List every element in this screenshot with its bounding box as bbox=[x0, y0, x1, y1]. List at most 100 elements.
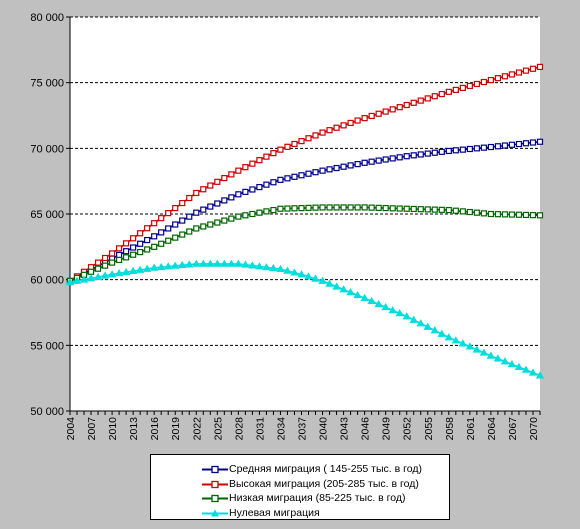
data-point bbox=[431, 93, 438, 100]
data-point bbox=[501, 142, 509, 149]
data-point bbox=[228, 194, 235, 201]
legend-swatch bbox=[202, 494, 228, 503]
data-point bbox=[142, 264, 152, 272]
data-point bbox=[522, 67, 530, 74]
series-1 bbox=[66, 63, 544, 285]
y-tick-label: 65 000 bbox=[30, 209, 64, 221]
data-point bbox=[165, 225, 172, 232]
data-point bbox=[116, 256, 123, 264]
data-point bbox=[368, 158, 375, 165]
x-tick-label: 2019 bbox=[170, 417, 182, 441]
data-point bbox=[94, 265, 102, 272]
data-point bbox=[249, 160, 256, 167]
data-point bbox=[248, 261, 257, 269]
legend-swatch-marker bbox=[211, 465, 219, 474]
data-point bbox=[107, 270, 117, 278]
data-point bbox=[333, 164, 340, 172]
data-point bbox=[277, 176, 284, 183]
series-2 bbox=[66, 204, 544, 285]
data-point bbox=[179, 217, 186, 224]
data-point bbox=[452, 147, 459, 154]
data-point bbox=[86, 274, 96, 282]
data-point bbox=[151, 233, 158, 240]
data-point bbox=[93, 272, 103, 280]
data-point bbox=[116, 245, 123, 252]
data-point bbox=[535, 371, 545, 379]
data-point bbox=[172, 221, 179, 228]
data-point bbox=[508, 211, 516, 218]
data-point bbox=[347, 119, 354, 127]
data-point bbox=[451, 336, 461, 344]
data-point bbox=[452, 207, 459, 214]
data-point bbox=[199, 259, 208, 267]
data-point bbox=[332, 282, 341, 290]
data-point bbox=[529, 139, 537, 146]
data-point bbox=[291, 140, 298, 148]
data-point bbox=[228, 171, 235, 178]
data-point bbox=[339, 285, 348, 293]
data-point bbox=[508, 141, 516, 148]
data-point bbox=[277, 205, 284, 212]
data-point bbox=[340, 122, 347, 129]
data-point bbox=[304, 272, 313, 280]
data-point bbox=[284, 143, 291, 150]
data-point bbox=[277, 146, 284, 153]
data-point bbox=[228, 215, 235, 222]
x-tick-label: 2043 bbox=[339, 417, 351, 441]
x-tick-label: 2037 bbox=[296, 417, 308, 441]
data-point bbox=[158, 215, 165, 222]
data-point bbox=[431, 149, 438, 156]
data-point bbox=[326, 166, 333, 173]
x-tick-label: 2070 bbox=[528, 417, 540, 441]
data-point bbox=[193, 189, 200, 197]
data-point bbox=[536, 212, 544, 219]
x-tick-label: 2028 bbox=[233, 417, 245, 441]
legend-item: Низкая миграция (85-225 тыс. в год) bbox=[151, 491, 449, 506]
data-point bbox=[123, 240, 130, 247]
data-point bbox=[172, 204, 179, 212]
data-point bbox=[151, 220, 158, 227]
data-point bbox=[234, 259, 243, 267]
data-point bbox=[144, 236, 151, 244]
data-point bbox=[200, 206, 207, 213]
data-point bbox=[193, 209, 200, 216]
data-point bbox=[255, 262, 264, 270]
data-point bbox=[389, 106, 396, 113]
data-point bbox=[137, 230, 144, 237]
data-point bbox=[220, 259, 229, 267]
x-tick-label: 2031 bbox=[254, 417, 266, 441]
data-point bbox=[487, 143, 494, 151]
data-point bbox=[501, 73, 509, 80]
data-point bbox=[94, 259, 102, 266]
data-point bbox=[410, 99, 417, 106]
data-point bbox=[298, 138, 305, 145]
data-point bbox=[466, 208, 473, 216]
data-point bbox=[221, 217, 228, 224]
data-point bbox=[121, 267, 131, 276]
data-point bbox=[438, 206, 445, 213]
data-point bbox=[270, 150, 277, 157]
data-point bbox=[179, 231, 186, 238]
data-point bbox=[521, 365, 531, 373]
data-point bbox=[298, 172, 305, 179]
data-point bbox=[319, 167, 326, 174]
x-tick-label: 2040 bbox=[318, 417, 330, 441]
data-point bbox=[347, 162, 354, 169]
data-point bbox=[473, 80, 480, 88]
data-point bbox=[480, 78, 487, 86]
data-point bbox=[158, 229, 165, 236]
x-tick-label: 2052 bbox=[402, 417, 414, 441]
data-point bbox=[459, 146, 466, 153]
data-point bbox=[360, 293, 369, 301]
data-point bbox=[501, 211, 509, 218]
data-point bbox=[242, 164, 249, 171]
data-point bbox=[263, 153, 270, 160]
data-point bbox=[123, 254, 130, 261]
data-point bbox=[508, 71, 516, 78]
data-point bbox=[333, 124, 340, 131]
data-point bbox=[403, 153, 410, 160]
legend-item: Высокая миграция (205-285 тыс. в год) bbox=[151, 477, 449, 492]
data-point bbox=[137, 248, 144, 256]
data-point bbox=[319, 129, 326, 136]
data-point bbox=[382, 204, 389, 212]
